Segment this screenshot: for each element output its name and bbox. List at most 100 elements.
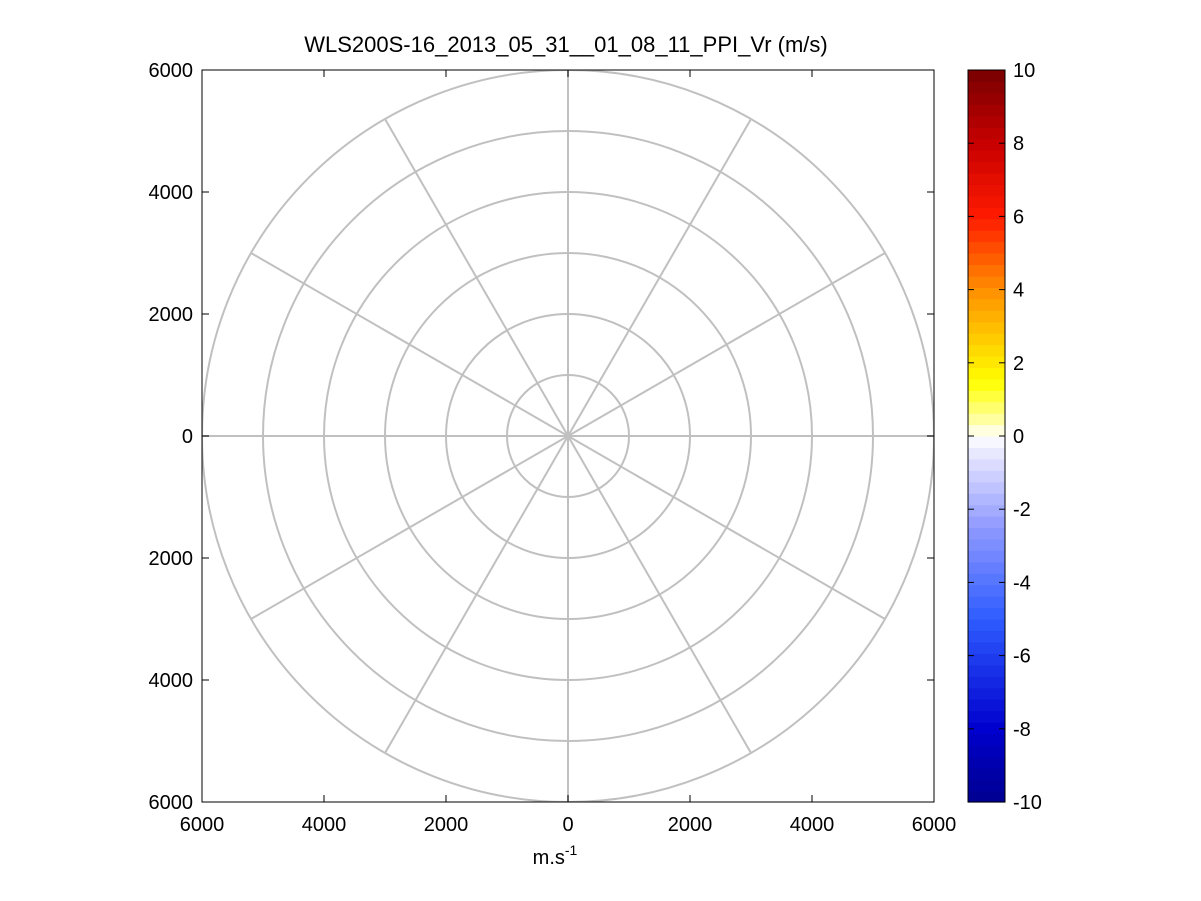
colorbar-segment-57	[968, 138, 1005, 151]
colorbar-segment-8	[968, 699, 1005, 712]
radial-spoke-5	[567, 435, 752, 754]
colorbar-segment-10	[968, 676, 1005, 689]
colorbar-segment-60	[968, 104, 1005, 117]
colorbar-segment-9	[968, 687, 1005, 700]
colorbar-segment-55	[968, 161, 1005, 174]
colorbar-tick-label-1: 8	[1013, 133, 1024, 155]
colorbar-segment-21	[968, 550, 1005, 563]
colorbar-segment-53	[968, 184, 1005, 197]
colorbar-segment-46	[968, 264, 1005, 277]
y-tick-label-1: 4000	[149, 182, 194, 204]
colorbar-segment-39	[968, 344, 1005, 357]
colorbar-segment-1	[968, 779, 1005, 792]
colorbar-segment-52	[968, 195, 1005, 208]
colorbar-tick-label-9: -8	[1013, 719, 1031, 741]
x-tick-label-3: 0	[562, 814, 573, 836]
colorbar-tick-label-0: 10	[1013, 60, 1035, 82]
radial-spoke-4	[567, 435, 886, 620]
y-axis: 6000 4000 2000 0 2000 4000 6000	[149, 60, 934, 814]
colorbar-segment-43	[968, 298, 1005, 311]
colorbar-segment-34	[968, 401, 1005, 414]
colorbar-segment-0	[968, 790, 1005, 803]
colorbar-segment-44	[968, 287, 1005, 300]
colorbar-segment-16	[968, 607, 1005, 620]
colorbar-tick-label-10: -10	[1013, 792, 1042, 814]
colorbar-segment-5	[968, 733, 1005, 746]
colorbar-segment-38	[968, 355, 1005, 368]
x-tick-label-2: 2000	[424, 814, 469, 836]
colorbar-segment-50	[968, 218, 1005, 231]
radial-spoke-1	[567, 118, 752, 437]
colorbar-tick-label-3: 4	[1013, 280, 1024, 302]
radial-spoke-11	[384, 118, 569, 437]
y-tick-label-0: 6000	[149, 60, 194, 82]
x-tick-label-1: 4000	[302, 814, 347, 836]
colorbar-segment-59	[968, 115, 1005, 128]
y-tick-label-2: 2000	[149, 304, 194, 326]
colorbar-segment-13	[968, 641, 1005, 654]
colorbar-segment-15	[968, 619, 1005, 632]
colorbar-segment-63	[968, 70, 1005, 83]
colorbar-segment-35	[968, 390, 1005, 403]
colorbar-tick-label-2: 6	[1013, 206, 1024, 228]
colorbar-segment-47	[968, 253, 1005, 266]
colorbar-segment-20	[968, 561, 1005, 574]
colorbar-tick-label-5: 0	[1013, 426, 1024, 448]
radial-spoke-10	[250, 252, 569, 437]
colorbar-segment-36	[968, 378, 1005, 391]
colorbar-segment-23	[968, 527, 1005, 540]
colorbar-segment-6	[968, 721, 1005, 734]
colorbar-segment-56	[968, 150, 1005, 163]
colorbar-segment-51	[968, 207, 1005, 220]
colorbar-segment-32	[968, 424, 1005, 437]
colorbar-tick-label-6: -2	[1013, 499, 1031, 521]
colorbar-segment-61	[968, 92, 1005, 105]
colorbar-tick-label-8: -6	[1013, 646, 1031, 668]
x-tick-label-0: 6000	[180, 814, 225, 836]
x-axis-label: m.s-1	[533, 842, 578, 869]
chart-title: WLS200S-16_2013_05_31__01_08_11_PPI_Vr (…	[304, 32, 827, 57]
colorbar-segment-17	[968, 596, 1005, 609]
colorbar-segment-28	[968, 470, 1005, 483]
colorbar-segment-22	[968, 538, 1005, 551]
x-axis: 6000 4000 2000 0 2000 4000 6000	[180, 70, 957, 836]
colorbar-segment-2	[968, 767, 1005, 780]
x-tick-label-6: 6000	[912, 814, 957, 836]
radial-spoke-2	[567, 252, 886, 437]
colorbar-segment-3	[968, 756, 1005, 769]
colorbar-segment-31	[968, 436, 1005, 449]
colorbar-segment-42	[968, 310, 1005, 323]
y-tick-label-5: 4000	[149, 670, 194, 692]
colorbar-segment-37	[968, 367, 1005, 380]
colorbar: 10 8 6 4 2 0 -2 -4 -6 -8 -10	[967, 60, 1042, 814]
x-tick-label-4: 2000	[668, 814, 713, 836]
colorbar-segment-49	[968, 230, 1005, 243]
polar-grid	[202, 70, 934, 802]
colorbar-segment-41	[968, 321, 1005, 334]
colorbar-segment-11	[968, 664, 1005, 677]
colorbar-segment-27	[968, 481, 1005, 494]
colorbar-segment-14	[968, 630, 1005, 643]
colorbar-segment-24	[968, 516, 1005, 529]
radial-spoke-7	[384, 435, 569, 754]
radial-spoke-8	[250, 435, 569, 620]
colorbar-segment-26	[968, 493, 1005, 506]
colorbar-segment-54	[968, 172, 1005, 185]
y-tick-label-4: 2000	[149, 548, 194, 570]
colorbar-segment-12	[968, 653, 1005, 666]
colorbar-segment-7	[968, 710, 1005, 723]
colorbar-segment-62	[968, 81, 1005, 94]
y-tick-label-6: 6000	[149, 792, 194, 814]
colorbar-segment-48	[968, 241, 1005, 254]
colorbar-segment-30	[968, 447, 1005, 460]
colorbar-segment-29	[968, 458, 1005, 471]
colorbar-segment-40	[968, 333, 1005, 346]
colorbar-segment-33	[968, 413, 1005, 426]
colorbar-segment-19	[968, 573, 1005, 586]
colorbar-segment-4	[968, 744, 1005, 757]
y-tick-label-3: 0	[182, 426, 193, 448]
colorbar-segment-45	[968, 275, 1005, 288]
colorbar-segment-18	[968, 584, 1005, 597]
colorbar-segment-25	[968, 504, 1005, 517]
